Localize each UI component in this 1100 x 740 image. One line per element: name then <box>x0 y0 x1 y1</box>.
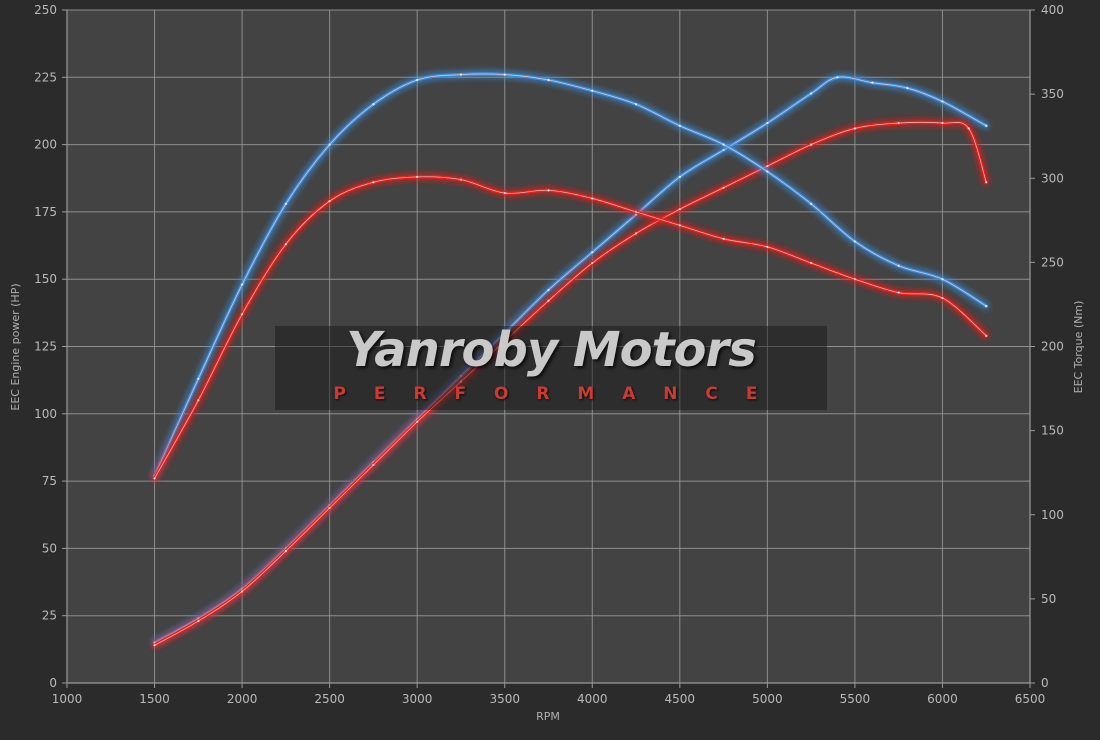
y-tick-label-power: 50 <box>42 541 57 555</box>
y-tick-label-power: 0 <box>49 676 57 690</box>
watermark-brand: Yanroby Motors <box>346 326 757 378</box>
y-tick-label-torque: 300 <box>1041 171 1064 185</box>
y-tick-label-torque: 0 <box>1041 676 1049 690</box>
y-tick-label-torque: 250 <box>1041 255 1064 269</box>
x-tick-label: 3000 <box>402 692 433 706</box>
y-tick-label-power: 25 <box>42 609 57 623</box>
x-tick-label: 3500 <box>489 692 520 706</box>
y-tick-label-power: 75 <box>42 474 57 488</box>
series-lines <box>151 71 989 649</box>
y-tick-label-torque: 200 <box>1041 340 1064 354</box>
y-tick-label-power: 250 <box>34 3 57 17</box>
y-tick-label-torque: 100 <box>1041 508 1064 522</box>
x-tick-label: 1500 <box>139 692 170 706</box>
y-tick-label-power: 225 <box>34 70 57 84</box>
watermark-panel: Yanroby Motors P E R F O R M A N C E <box>275 326 827 410</box>
x-tick-label: 4500 <box>665 692 696 706</box>
series-line <box>151 174 989 482</box>
y-tick-label-torque: 350 <box>1041 87 1064 101</box>
x-tick-label: 2000 <box>227 692 258 706</box>
x-tick-label: 5500 <box>840 692 871 706</box>
y-axis-title-power: EEC Engine power (HP) <box>9 283 22 410</box>
y-tick-label-torque: 150 <box>1041 424 1064 438</box>
axis-tick-labels: 1000 1500 2000 2500 3000 3500 4000 4500 5000 5500… <box>34 3 1064 706</box>
series-line <box>151 71 989 479</box>
y-tick-label-power: 150 <box>34 272 57 286</box>
series-line <box>151 119 989 649</box>
y-tick-label-power: 125 <box>34 340 57 354</box>
watermark-tagline: P E R F O R M A N C E <box>333 384 769 404</box>
y-tick-label-torque: 50 <box>1041 592 1056 606</box>
axis-ticks <box>62 9 1035 688</box>
x-tick-label: 2500 <box>314 692 345 706</box>
y-axis-title-torque: EEC Torque (Nm) <box>1072 301 1085 394</box>
x-tick-label: 4000 <box>577 692 608 706</box>
y-tick-label-power: 100 <box>34 407 57 421</box>
y-tick-label-torque: 400 <box>1041 3 1064 17</box>
x-tick-label: 1000 <box>52 692 83 706</box>
x-tick-label: 6500 <box>1015 692 1046 706</box>
x-axis-title: RPM <box>536 710 560 723</box>
y-tick-label-power: 200 <box>34 138 57 152</box>
y-tick-label-power: 175 <box>34 205 57 219</box>
x-tick-label: 5000 <box>752 692 783 706</box>
x-tick-label: 6000 <box>927 692 958 706</box>
